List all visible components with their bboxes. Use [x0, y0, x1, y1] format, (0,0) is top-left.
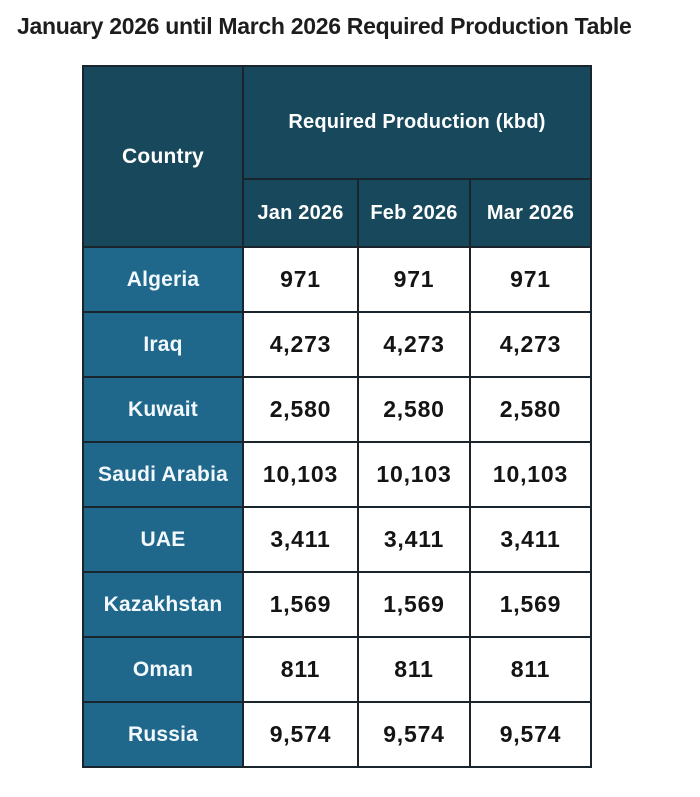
country-cell: Kazakhstan: [82, 571, 244, 638]
value-cell: 2,580: [357, 376, 471, 443]
value-cell: 10,103: [357, 441, 471, 508]
header-row-months: Jan 2026 Feb 2026 Mar 2026: [83, 178, 592, 248]
table-body: Algeria 971 971 971 Iraq 4,273 4,273 4,2…: [82, 246, 592, 768]
value-cell: 2,580: [469, 376, 592, 443]
table-row-uae: UAE 3,411 3,411 3,411: [82, 506, 592, 573]
value-cell: 3,411: [357, 506, 471, 573]
country-cell: Algeria: [82, 246, 244, 313]
value-cell: 1,569: [357, 571, 471, 638]
value-cell: 1,569: [242, 571, 359, 638]
country-cell: Iraq: [82, 311, 244, 378]
value-cell: 3,411: [469, 506, 592, 573]
month-header-feb-2026: Feb 2026: [357, 178, 471, 248]
table-row-kuwait: Kuwait 2,580 2,580 2,580: [82, 376, 592, 443]
value-cell: 971: [357, 246, 471, 313]
value-cell: 971: [242, 246, 359, 313]
value-cell: 4,273: [357, 311, 471, 378]
value-cell: 1,569: [469, 571, 592, 638]
table-row-iraq: Iraq 4,273 4,273 4,273: [82, 311, 592, 378]
country-cell: UAE: [82, 506, 244, 573]
required-production-group-header: Required Production (kbd): [242, 65, 592, 180]
value-cell: 9,574: [469, 701, 592, 768]
table-row-algeria: Algeria 971 971 971: [82, 246, 592, 313]
month-header-mar-2026: Mar 2026: [469, 178, 592, 248]
month-header-jan-2026: Jan 2026: [242, 178, 359, 248]
table-row-kazakhstan: Kazakhstan 1,569 1,569 1,569: [82, 571, 592, 638]
table-row-saudi-arabia: Saudi Arabia 10,103 10,103 10,103: [82, 441, 592, 508]
value-cell: 9,574: [242, 701, 359, 768]
value-cell: 811: [357, 636, 471, 703]
table-row-oman: Oman 811 811 811: [82, 636, 592, 703]
country-cell: Oman: [82, 636, 244, 703]
table-header: Country Required Production (kbd) Jan 20…: [82, 65, 592, 248]
value-cell: 2,580: [242, 376, 359, 443]
country-cell: Kuwait: [82, 376, 244, 443]
country-column-header: Country: [82, 65, 244, 248]
header-row-group: Country Required Production (kbd): [82, 65, 592, 248]
page-title: January 2026 until March 2026 Required P…: [17, 13, 632, 39]
value-cell: 10,103: [242, 441, 359, 508]
value-cell: 4,273: [242, 311, 359, 378]
value-cell: 811: [469, 636, 592, 703]
value-cell: 3,411: [242, 506, 359, 573]
country-cell: Russia: [82, 701, 244, 768]
value-cell: 971: [469, 246, 592, 313]
value-cell: 4,273: [469, 311, 592, 378]
table-row-russia: Russia 9,574 9,574 9,574: [82, 701, 592, 768]
value-cell: 811: [242, 636, 359, 703]
required-production-table: Country Required Production (kbd) Jan 20…: [82, 65, 592, 768]
country-cell: Saudi Arabia: [82, 441, 244, 508]
value-cell: 10,103: [469, 441, 592, 508]
value-cell: 9,574: [357, 701, 471, 768]
